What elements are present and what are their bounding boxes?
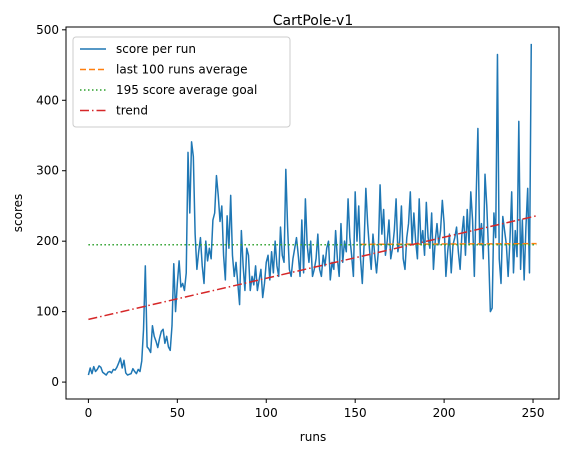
legend-label-0: score per run xyxy=(116,42,196,56)
x-axis: 0 50 100 150 200 250 xyxy=(85,399,545,420)
legend-label-3: trend xyxy=(116,104,148,118)
y-tick-label: 400 xyxy=(36,93,59,107)
y-tick-label: 200 xyxy=(36,234,59,248)
legend-label-1: last 100 runs average xyxy=(116,63,248,77)
y-tick-label: 100 xyxy=(36,305,59,319)
x-tick-label: 150 xyxy=(344,406,367,420)
x-tick-label: 50 xyxy=(170,406,185,420)
legend: score per run last 100 runs average 195 sc… xyxy=(73,37,290,127)
legend-label-2: 195 score average goal xyxy=(116,83,257,97)
y-tick-label: 0 xyxy=(51,375,59,389)
y-axis-label: scores xyxy=(11,194,25,233)
y-tick-label: 500 xyxy=(36,23,59,37)
x-tick-label: 100 xyxy=(255,406,278,420)
x-axis-label: runs xyxy=(300,430,326,444)
x-tick-label: 200 xyxy=(433,406,456,420)
x-tick-label: 0 xyxy=(85,406,93,420)
x-tick-label: 250 xyxy=(522,406,545,420)
y-axis: 0 100 200 300 400 500 xyxy=(36,23,66,389)
y-tick-label: 300 xyxy=(36,164,59,178)
